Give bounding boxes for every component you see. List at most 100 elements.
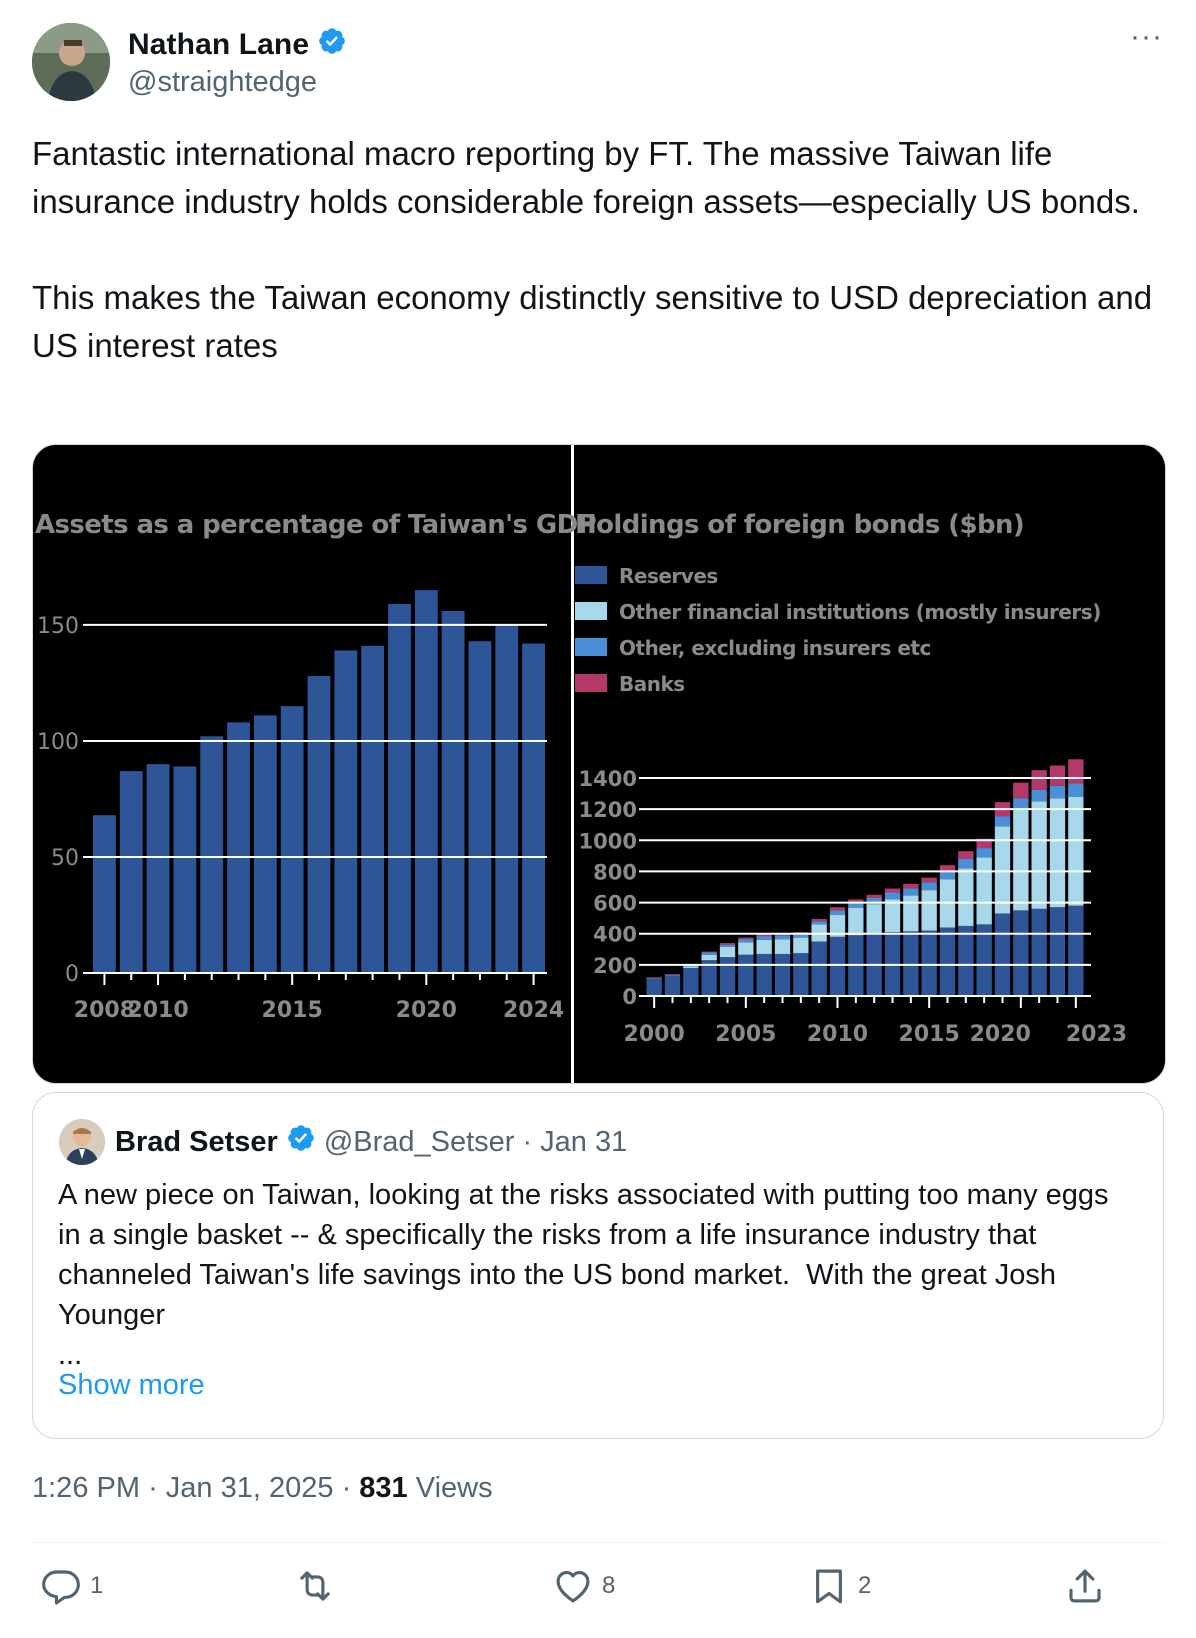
quote-author-handle[interactable]: @Brad_Setser xyxy=(323,1125,515,1158)
chart1-bar xyxy=(93,815,116,973)
chart2-bar-segment xyxy=(976,857,992,925)
chart2-bar-segment xyxy=(848,902,864,909)
chart2-bar-segment xyxy=(939,870,956,880)
chart1-y-tick-label: 150 xyxy=(37,614,79,639)
chart2-bar-segment xyxy=(646,978,662,996)
chart1-y-tick-label: 0 xyxy=(65,962,79,987)
chart2-bar-segment xyxy=(646,977,662,979)
views-count: 831 xyxy=(359,1472,408,1504)
chart2-x-tick-label: 2000 xyxy=(624,1022,685,1047)
chart2-bar-segment xyxy=(756,939,772,954)
bookmark-icon xyxy=(816,1569,842,1604)
chart2-bar-segment xyxy=(1068,783,1084,797)
chart2-y-tick-label: 800 xyxy=(593,860,637,884)
verified-badge-icon xyxy=(317,26,347,64)
chart2-bar-segment xyxy=(774,935,791,940)
chart2-bar-segment xyxy=(683,966,699,968)
quote-header: Brad Setser @Brad_Setser · Jan 31 xyxy=(115,1123,627,1161)
chart2-bar-segment xyxy=(1068,905,1084,996)
chart1-x-tick-label: 2024 xyxy=(503,998,564,1023)
bookmark-button[interactable]: 2 xyxy=(808,1565,871,1607)
chart2-bar-segment xyxy=(811,921,827,925)
chart1-bar xyxy=(441,610,465,973)
chart2-bar-segment xyxy=(719,943,736,945)
chart1-bar xyxy=(119,771,143,973)
quote-date[interactable]: Jan 31 xyxy=(540,1125,628,1158)
retweet-icon xyxy=(300,1571,330,1601)
like-button[interactable]: 8 xyxy=(552,1565,615,1607)
divider xyxy=(32,1542,1164,1543)
chart2-legend-label: Reserves xyxy=(619,564,718,588)
chart2-bar-segment xyxy=(884,892,901,900)
share-icon xyxy=(1069,1569,1101,1603)
tweet-media[interactable]: Assets as a percentage of Taiwan's GDP 0 5… xyxy=(32,444,1166,1084)
chart2-bar-segment xyxy=(701,951,717,953)
chart2-bar-segment xyxy=(1049,798,1066,908)
tweet-date[interactable]: Jan 31, 2025 xyxy=(165,1472,334,1504)
chart2-bar-segment xyxy=(903,883,919,889)
chart1-x-tick-label: 2010 xyxy=(127,998,188,1023)
chart2-bar-segment xyxy=(701,952,717,955)
chart2-bar-segment xyxy=(921,877,937,883)
stamp-separator: · xyxy=(341,1472,352,1504)
chart1-bar xyxy=(307,675,331,973)
chart1-bar xyxy=(468,641,492,973)
chart2-bar-segment xyxy=(1031,770,1047,790)
chart1-bar xyxy=(227,722,250,973)
chart2-legend-label: Other financial institutions (mostly ins… xyxy=(619,600,1101,624)
quote-text: A new piece on Taiwan, looking at the ri… xyxy=(58,1179,1109,1371)
chart2-bar-segment xyxy=(1013,809,1029,911)
chart2-bar-segment xyxy=(756,934,772,937)
retweet-button[interactable] xyxy=(294,1565,336,1607)
chart2-bar-segment xyxy=(793,937,809,954)
author-name[interactable]: Nathan Lane xyxy=(128,28,310,61)
chart2-bar-segment xyxy=(738,939,754,943)
chart2-bar-segment xyxy=(958,868,974,926)
quoted-tweet[interactable]: Brad Setser @Brad_Setser · Jan 31 A new … xyxy=(32,1092,1164,1439)
tweet-time[interactable]: 1:26 PM xyxy=(32,1472,140,1504)
chart2-bar-segment xyxy=(921,930,937,996)
chart1-bar xyxy=(388,604,411,973)
author-avatar-image xyxy=(32,23,110,101)
ellipsis-icon[interactable]: ··· xyxy=(1130,20,1163,53)
chart1-bar xyxy=(334,650,358,973)
quote-author-name[interactable]: Brad Setser xyxy=(115,1125,278,1158)
chart2-bar-segment xyxy=(774,953,791,996)
author-avatar[interactable] xyxy=(32,23,110,101)
chart2-bar-segment xyxy=(793,953,809,996)
chart2-bar-segment xyxy=(958,925,974,996)
author-handle[interactable]: @straightedge xyxy=(128,66,318,98)
show-more-link[interactable]: Show more xyxy=(58,1369,205,1401)
share-button[interactable] xyxy=(1064,1565,1106,1607)
chart2-legend-swatch xyxy=(575,674,607,692)
chart2-bar-segment xyxy=(1031,908,1047,996)
chart1-bar xyxy=(522,643,545,973)
quote-avatar-image xyxy=(59,1119,105,1165)
chart2-bar-segment xyxy=(811,941,827,996)
chart2-bar-segment xyxy=(994,826,1011,914)
chart2-y-tick-label: 400 xyxy=(593,923,637,947)
chart2-bar-segment xyxy=(921,882,937,891)
chart2-y-tick-label: 1000 xyxy=(579,829,637,853)
chart2-bar-segment xyxy=(1068,796,1084,906)
chart2-title: Holdings of foreign bonds ($bn) xyxy=(575,510,1024,540)
like-count: 8 xyxy=(602,1572,616,1599)
chart2-y-tick-label: 600 xyxy=(593,892,637,916)
chart2-bar-segment xyxy=(866,897,882,905)
chart2-bar-segment xyxy=(738,937,754,940)
chart1-y-tick-label: 50 xyxy=(51,846,79,871)
bookmark-count: 2 xyxy=(858,1572,872,1599)
chart2-bar-segment xyxy=(719,944,736,947)
chart2-x-tick-label: 2023 xyxy=(1066,1022,1127,1047)
author-name-row[interactable]: Nathan Lane xyxy=(128,26,347,64)
chart2-legend-swatch xyxy=(575,638,607,656)
chart2-bar-segment xyxy=(958,858,974,869)
chart2-bar-segment xyxy=(1049,785,1066,799)
quote-avatar[interactable] xyxy=(59,1119,105,1165)
chart2-bar-segment xyxy=(719,957,736,996)
chart1-bar xyxy=(146,764,170,973)
chart2-y-tick-label: 1400 xyxy=(579,767,637,791)
reply-count: 1 xyxy=(90,1572,104,1599)
chart2-bar-segment xyxy=(848,899,864,903)
reply-button[interactable]: 1 xyxy=(40,1565,103,1607)
